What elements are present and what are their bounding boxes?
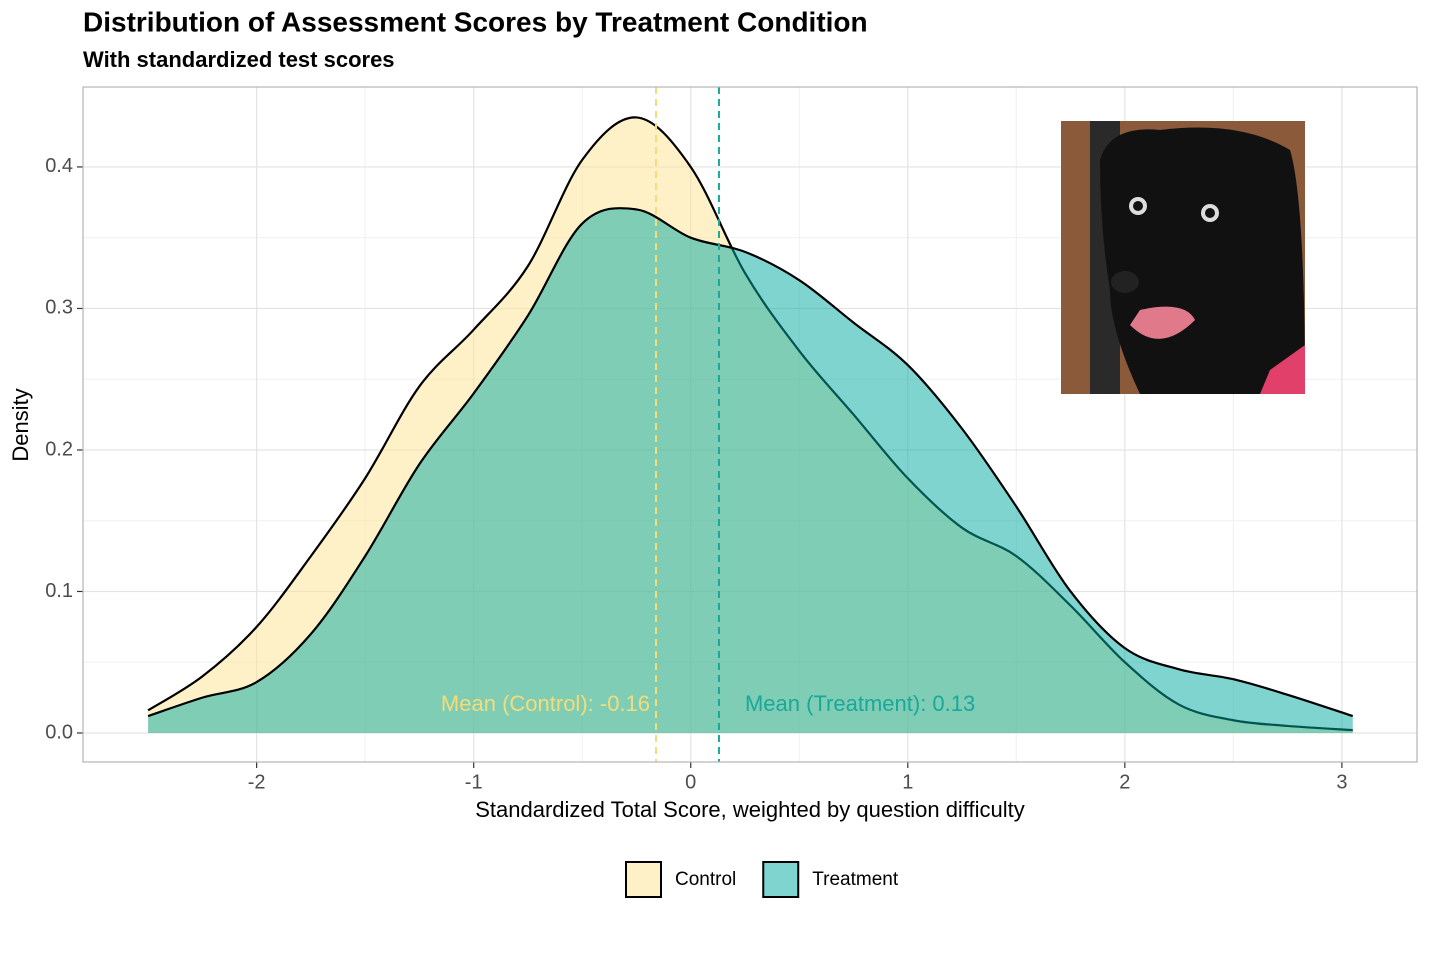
y-tick-label: 0.0 bbox=[45, 721, 73, 743]
x-tick-label: -2 bbox=[248, 771, 266, 793]
y-tick-label: 0.1 bbox=[45, 580, 73, 602]
x-tick-label: 0 bbox=[685, 771, 696, 793]
x-axis-title: Standardized Total Score, weighted by qu… bbox=[475, 797, 1025, 822]
y-tick-label: 0.2 bbox=[45, 438, 73, 460]
x-tick-label: -1 bbox=[465, 771, 483, 793]
chart-title: Distribution of Assessment Scores by Tre… bbox=[83, 6, 868, 37]
mean-annotation: Mean (Treatment): 0.13 bbox=[745, 691, 975, 716]
legend-label: Treatment bbox=[812, 869, 899, 890]
y-tick-label: 0.3 bbox=[45, 297, 73, 319]
mean-annotation: Mean (Control): -0.16 bbox=[441, 691, 650, 716]
legend: Control Treatment bbox=[625, 861, 899, 898]
x-tick-label: 1 bbox=[902, 771, 913, 793]
density-area bbox=[148, 208, 1353, 733]
x-tick-label: 2 bbox=[1119, 771, 1130, 793]
density-line bbox=[147, 207, 1354, 718]
panel-border bbox=[82, 86, 1418, 763]
x-tick-label: 3 bbox=[1336, 771, 1347, 793]
chart-subtitle: With standardized test scores bbox=[83, 47, 395, 72]
y-axis-title: Density bbox=[8, 388, 33, 461]
y-tick-label: 0.4 bbox=[45, 155, 73, 177]
legend-key bbox=[625, 861, 662, 898]
legend-key bbox=[762, 861, 800, 898]
inset-photo bbox=[1061, 121, 1305, 394]
legend-label: Control bbox=[675, 869, 736, 890]
